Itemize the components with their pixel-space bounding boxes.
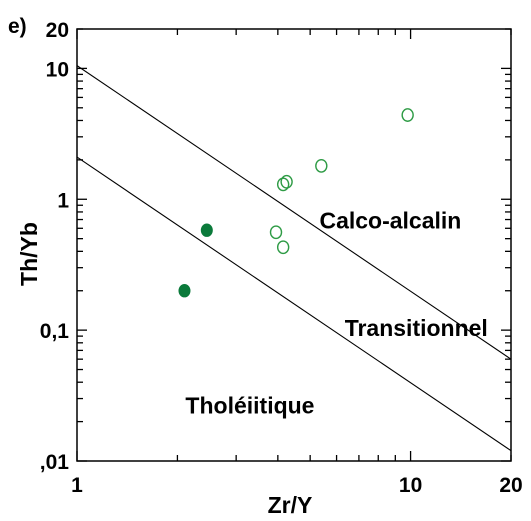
x-tick-label: 20 [499, 474, 522, 497]
open-data-point [401, 108, 414, 122]
x-tick-label: 10 [399, 474, 422, 497]
open-data-point [280, 174, 293, 189]
y-axis-label: Th/Yb [16, 222, 42, 286]
region-label: Transitionnel [345, 315, 488, 341]
open-data-point [276, 177, 290, 192]
open-data-point [269, 225, 283, 240]
y-tick-label: 0,1 [40, 320, 70, 343]
region-label: Tholéiitique [185, 393, 314, 419]
text-labels: e) Zr/Y Th/Yb 1 10 20 ,01 0,1 1 10 20 Calco-alca… [8, 15, 523, 518]
filled-data-point [200, 223, 213, 237]
region-label: Calco-alcalin [319, 207, 461, 233]
data-points [178, 108, 414, 298]
y-tick-label: 1 [57, 189, 69, 212]
open-data-point [276, 240, 290, 255]
panel-label: e) [8, 15, 27, 38]
plot-frame [76, 28, 512, 462]
axis-ticks [76, 28, 512, 462]
y-tick-label: ,01 [40, 451, 70, 474]
open-data-point [315, 158, 328, 173]
y-tick-label: 10 [46, 58, 69, 81]
boundary-line [76, 156, 512, 452]
plot-frame-group [76, 28, 512, 462]
boundary-line [76, 65, 512, 360]
y-tick-label: 20 [46, 19, 69, 42]
reference-lines [76, 65, 512, 452]
x-axis-label: Zr/Y [268, 492, 313, 518]
filled-data-point [178, 284, 191, 298]
x-tick-label: 1 [71, 474, 83, 497]
